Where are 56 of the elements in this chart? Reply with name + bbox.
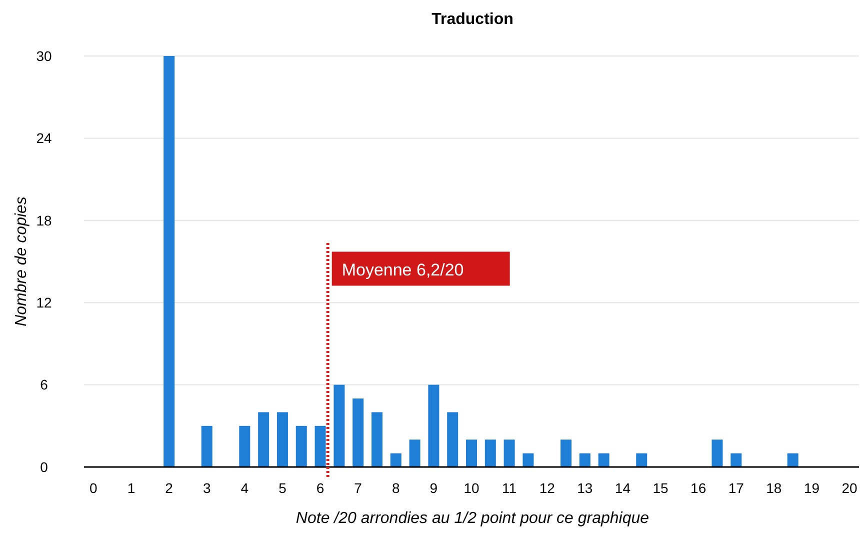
bar bbox=[390, 453, 402, 467]
x-tick-label: 17 bbox=[728, 480, 744, 496]
x-tick-label: 13 bbox=[577, 480, 593, 496]
x-tick-label: 0 bbox=[90, 480, 98, 496]
x-tick-label: 1 bbox=[127, 480, 136, 496]
y-tick-label: 18 bbox=[36, 212, 52, 228]
y-axis-title: Nombre de copies bbox=[13, 196, 30, 326]
x-tick-label: 9 bbox=[430, 480, 438, 496]
x-tick-label: 7 bbox=[354, 480, 362, 496]
bar bbox=[579, 453, 590, 467]
bar bbox=[712, 440, 723, 467]
bar bbox=[447, 412, 458, 467]
bar bbox=[276, 412, 288, 467]
x-axis-title: Note /20 arrondies au 1/2 point pour ce graphique bbox=[296, 510, 650, 527]
bar bbox=[201, 426, 212, 467]
bar bbox=[636, 453, 648, 467]
bar bbox=[371, 412, 382, 467]
x-tick-label: 20 bbox=[842, 480, 858, 496]
bar bbox=[296, 426, 307, 467]
bar bbox=[428, 384, 440, 467]
bar bbox=[484, 440, 496, 467]
x-tick-label: 14 bbox=[614, 480, 631, 496]
bar bbox=[164, 56, 175, 467]
x-tick-label: 6 bbox=[316, 480, 324, 496]
bar bbox=[314, 426, 326, 467]
bar bbox=[352, 398, 364, 467]
bar bbox=[504, 440, 515, 467]
x-tick-label: 5 bbox=[278, 480, 287, 496]
bar bbox=[598, 453, 610, 467]
x-tick-label: 15 bbox=[652, 480, 669, 496]
bar bbox=[787, 453, 798, 467]
bar bbox=[409, 440, 420, 467]
x-tick-label: 3 bbox=[202, 480, 211, 496]
bar bbox=[334, 384, 345, 467]
bar bbox=[258, 412, 270, 467]
bar bbox=[239, 426, 250, 467]
y-tick-label: 30 bbox=[36, 48, 52, 64]
x-tick-label: 2 bbox=[165, 480, 174, 496]
x-tick-label: 16 bbox=[690, 480, 706, 496]
y-tick-label: 6 bbox=[40, 376, 48, 393]
y-tick-label: 24 bbox=[36, 130, 52, 146]
bar bbox=[730, 453, 742, 467]
x-tick-label: 19 bbox=[804, 480, 820, 496]
bar bbox=[522, 453, 534, 467]
x-tick-label: 12 bbox=[539, 480, 556, 496]
x-tick-label: 10 bbox=[464, 480, 480, 496]
y-tick-label: 0 bbox=[40, 458, 48, 475]
y-tick-label: 12 bbox=[36, 294, 52, 310]
ref-line-label: Moyenne 6,2/20 bbox=[342, 260, 464, 280]
x-tick-label: 4 bbox=[240, 480, 249, 496]
bar bbox=[560, 440, 572, 467]
x-tick-label: 8 bbox=[392, 480, 400, 496]
chart-title: Traduction bbox=[432, 11, 514, 28]
x-tick-label: 11 bbox=[502, 480, 517, 496]
x-tick-label: 18 bbox=[766, 480, 782, 496]
bar bbox=[466, 440, 477, 467]
